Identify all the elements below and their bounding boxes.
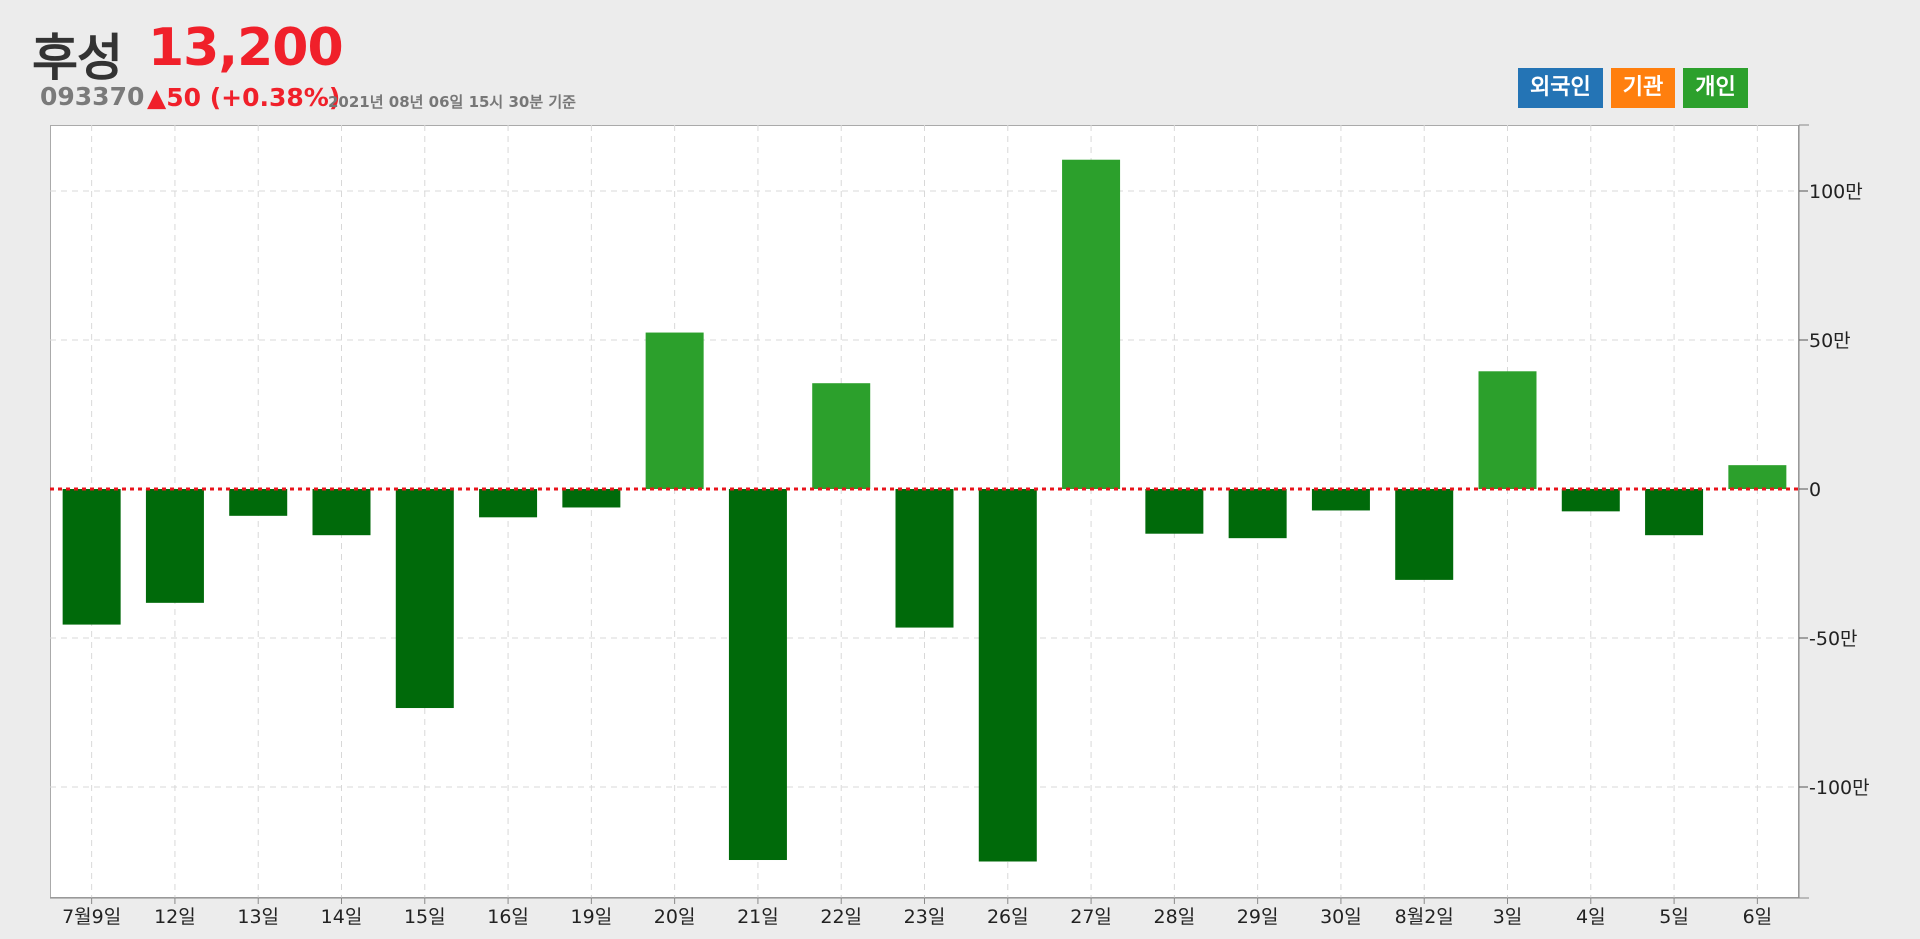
y-tick-label: 0 [1809, 479, 1821, 501]
stock-code: 093370 [40, 82, 145, 111]
x-tick-label: 6일 [1743, 906, 1773, 928]
x-tick-label: 7월9일 [62, 906, 121, 928]
timestamp: 2021년 08년 06일 15시 30분 기준 [328, 93, 576, 111]
investor-tabs: 외국인 기관 개인 [1518, 68, 1748, 108]
tab-foreign[interactable]: 외국인 [1518, 68, 1603, 108]
bar [312, 489, 371, 536]
x-tick-label: 3일 [1493, 906, 1523, 928]
y-tick-label: 100만 [1809, 181, 1863, 203]
bar [728, 489, 787, 861]
price-change: ▲50 (+0.38%) [147, 83, 341, 112]
bar [1645, 489, 1704, 536]
stock-price: 13,200 [148, 18, 344, 78]
x-tick-label: 13일 [237, 906, 279, 928]
x-tick-label: 22일 [820, 906, 862, 928]
bar [1145, 489, 1204, 534]
tab-institution[interactable]: 기관 [1610, 68, 1676, 108]
y-tick-label: -100만 [1809, 777, 1870, 799]
bar [1311, 489, 1370, 511]
x-tick-label: 28일 [1154, 906, 1196, 928]
y-tick-label: 50만 [1809, 330, 1851, 352]
x-tick-label: 20일 [654, 906, 696, 928]
x-tick-label: 5일 [1659, 906, 1689, 928]
bar [145, 489, 204, 603]
tab-individual[interactable]: 개인 [1683, 68, 1748, 108]
bar [812, 383, 871, 489]
bar [1561, 489, 1620, 512]
bar [62, 489, 121, 625]
bar [1228, 489, 1287, 539]
bar [479, 489, 538, 518]
bar [895, 489, 954, 628]
x-tick-label: 8월2일 [1395, 906, 1454, 928]
header: 후성 13,200 093370 ▲50 (+0.38%) 2021년 08년 … [0, 0, 1920, 125]
x-tick-label: 30일 [1320, 906, 1362, 928]
x-tick-label: 15일 [404, 906, 446, 928]
x-tick-label: 16일 [487, 906, 529, 928]
x-tick-label: 12일 [154, 906, 196, 928]
y-tick-label: -50만 [1809, 628, 1858, 650]
bar [978, 489, 1037, 862]
bar [395, 489, 454, 709]
x-tick-label: 27일 [1070, 906, 1112, 928]
bar [1062, 159, 1121, 489]
x-tick-label: 19일 [571, 906, 613, 928]
x-tick-label: 4일 [1576, 906, 1606, 928]
x-tick-label: 23일 [904, 906, 946, 928]
x-tick-label: 26일 [987, 906, 1029, 928]
bar [1395, 489, 1454, 580]
bar [229, 489, 288, 516]
x-tick-label: 14일 [321, 906, 363, 928]
bar [645, 332, 704, 489]
bar [562, 489, 621, 508]
bar [1478, 371, 1537, 489]
stock-name: 후성 [32, 29, 123, 87]
x-tick-label: 21일 [737, 906, 779, 928]
x-tick-label: 29일 [1237, 906, 1279, 928]
bar [1728, 465, 1787, 489]
